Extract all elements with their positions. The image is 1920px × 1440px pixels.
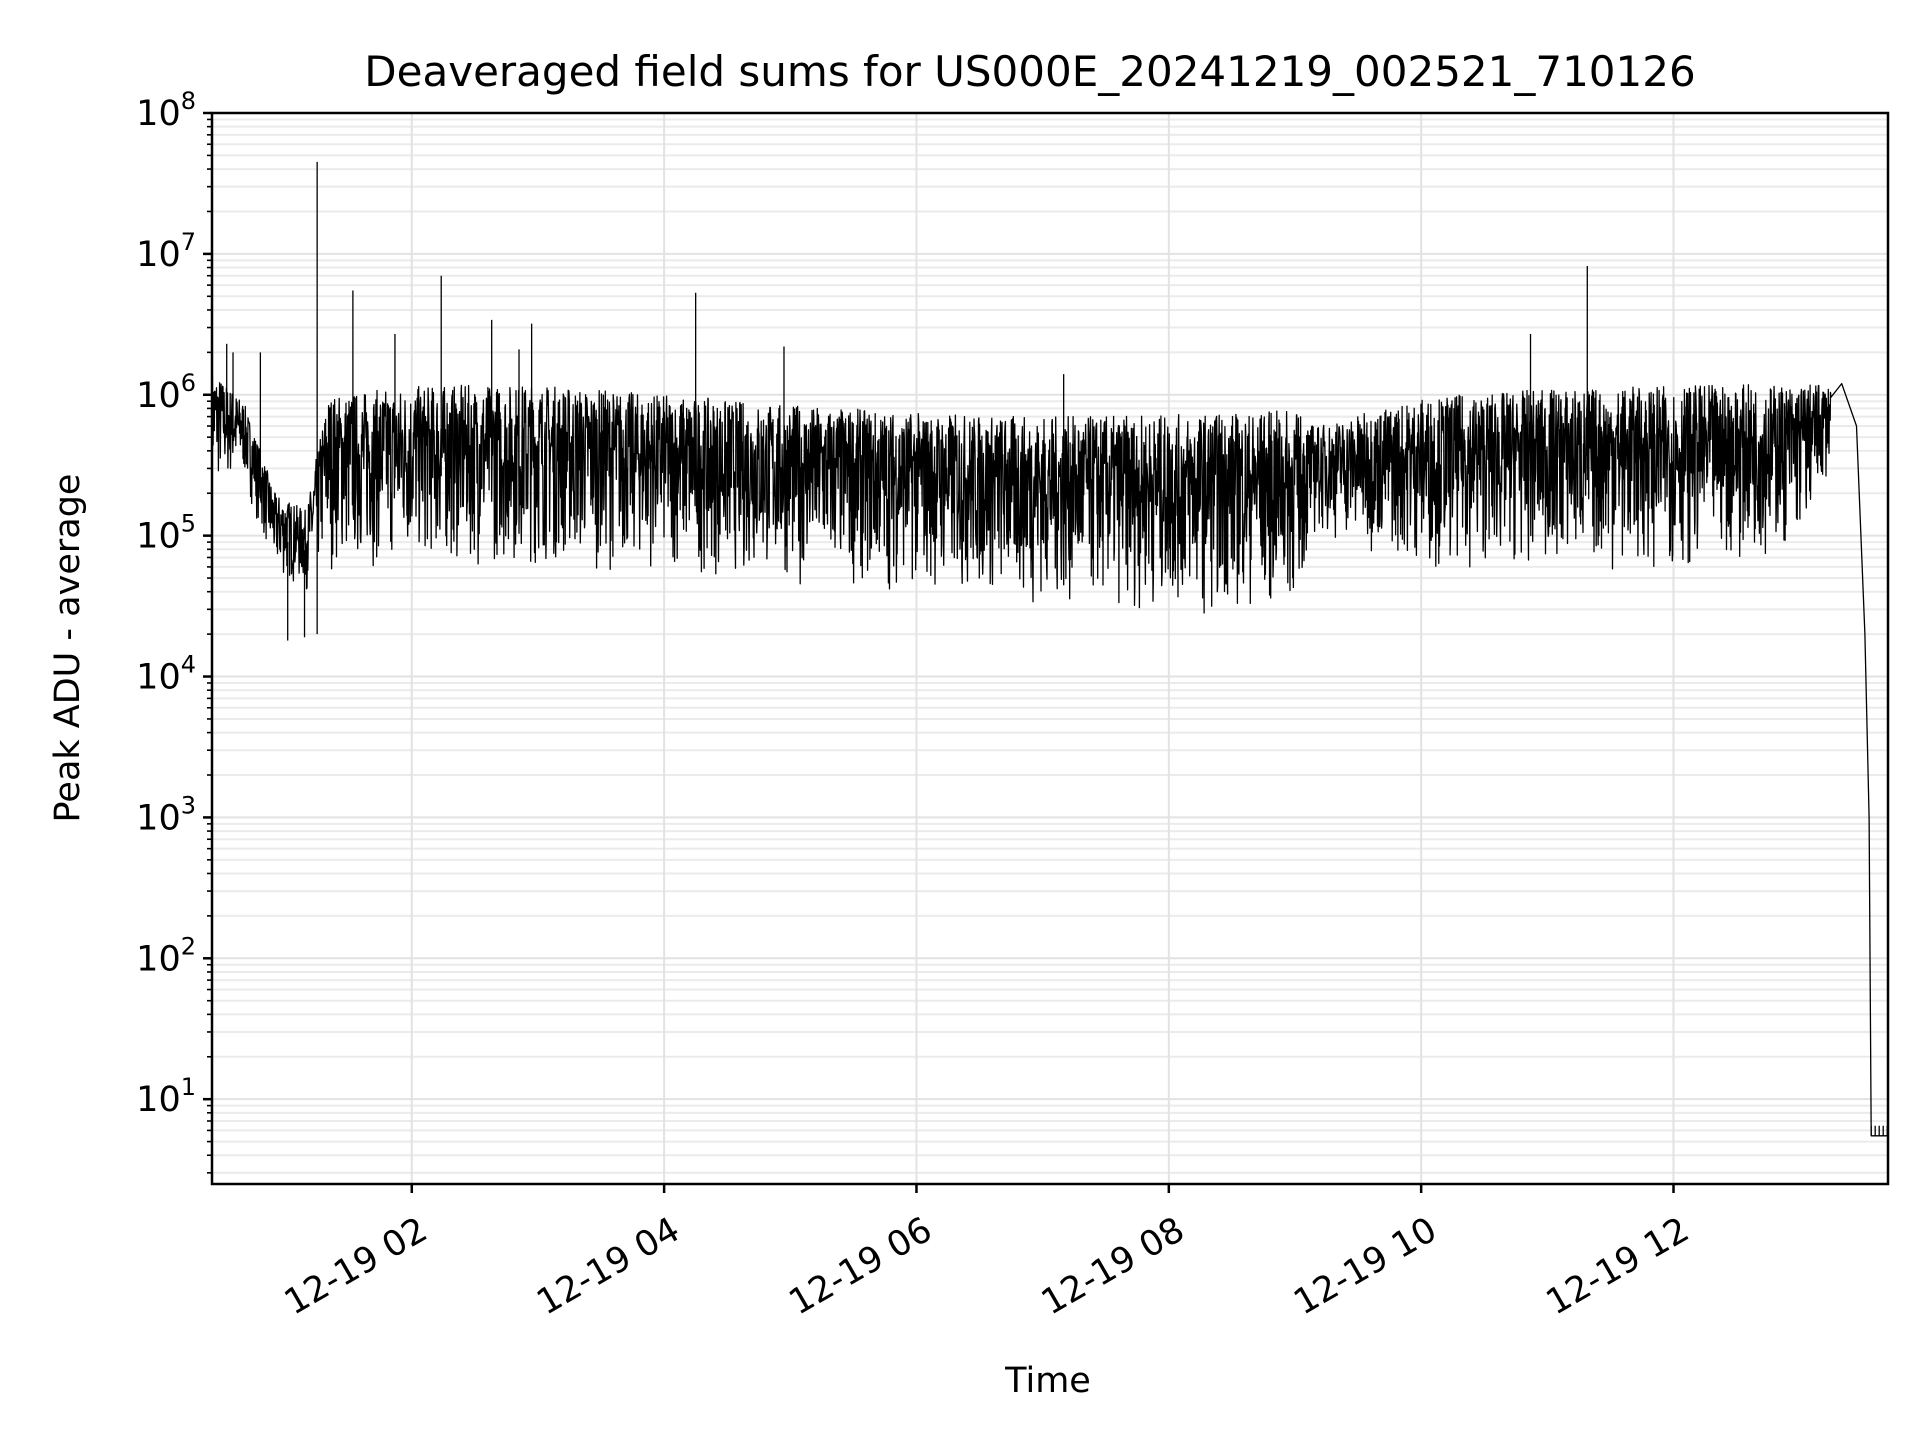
x-tick-label: 12-19 10 bbox=[1287, 1210, 1443, 1323]
y-tick-label: 107 bbox=[136, 228, 196, 275]
y-tick-label: 105 bbox=[136, 510, 196, 557]
plot-frame bbox=[210, 111, 1890, 1186]
x-tick-label: 12-19 04 bbox=[530, 1210, 686, 1323]
x-axis-label: Time bbox=[1004, 1361, 1091, 1401]
x-tick-label: 12-19 12 bbox=[1540, 1210, 1696, 1323]
series-floor-0 bbox=[1870, 1125, 1888, 1136]
tick-layer bbox=[203, 111, 1675, 1193]
series-line-0 bbox=[211, 375, 1888, 1137]
y-tick-label: 101 bbox=[136, 1073, 196, 1120]
x-tick-label: 12-19 08 bbox=[1035, 1210, 1191, 1323]
y-tick-label: 106 bbox=[136, 369, 196, 416]
y-tick-label: 102 bbox=[136, 932, 196, 979]
x-tick-label: 12-19 02 bbox=[278, 1210, 434, 1323]
y-axis-label: Peak ADU - average bbox=[48, 474, 88, 823]
x-tick-label: 12-19 06 bbox=[783, 1210, 939, 1323]
y-tick-label: 104 bbox=[136, 651, 196, 698]
y-tick-label: 108 bbox=[136, 87, 196, 134]
chart-title: Deaveraged field sums for US000E_2024121… bbox=[364, 47, 1695, 96]
grid-layer bbox=[212, 112, 1888, 1184]
y-tick-label: 103 bbox=[136, 791, 196, 838]
series-layer bbox=[211, 161, 1888, 1137]
